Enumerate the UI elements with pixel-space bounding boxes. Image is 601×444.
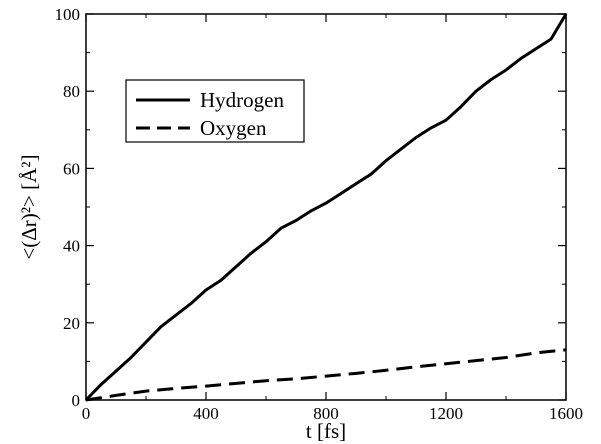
series-layer (84, 13, 568, 402)
y-tick-label-80: 80 (63, 82, 80, 101)
y-axis-title: <(Δr)²> [Å²] (17, 154, 41, 259)
y-tick-label-60: 60 (63, 159, 80, 178)
y-tick-label-40: 40 (63, 237, 80, 256)
y-tick-label-100: 100 (55, 5, 81, 24)
x-tick-label-0: 0 (82, 404, 91, 423)
series-line-oxygen (85, 348, 567, 402)
x-axis-title: t [fs] (306, 419, 346, 443)
legend: Hydrogen Oxygen (125, 79, 305, 143)
legend-box (125, 79, 305, 143)
x-tick-label-800: 800 (313, 404, 339, 423)
ticks-layer: 0 400 800 1200 1600 0 20 40 60 80 100 (55, 5, 584, 423)
legend-label-hydrogen: Hydrogen (200, 88, 284, 112)
x-tick-label-1200: 1200 (429, 404, 463, 423)
x-tick-label-1600: 1600 (549, 404, 583, 423)
y-tick-label-0: 0 (72, 391, 81, 410)
x-tick-label-400: 400 (193, 404, 219, 423)
series-line-hydrogen (84, 13, 568, 402)
y-tick-label-20: 20 (63, 314, 80, 333)
plot-frame (85, 13, 567, 401)
legend-label-oxygen: Oxygen (200, 116, 267, 140)
